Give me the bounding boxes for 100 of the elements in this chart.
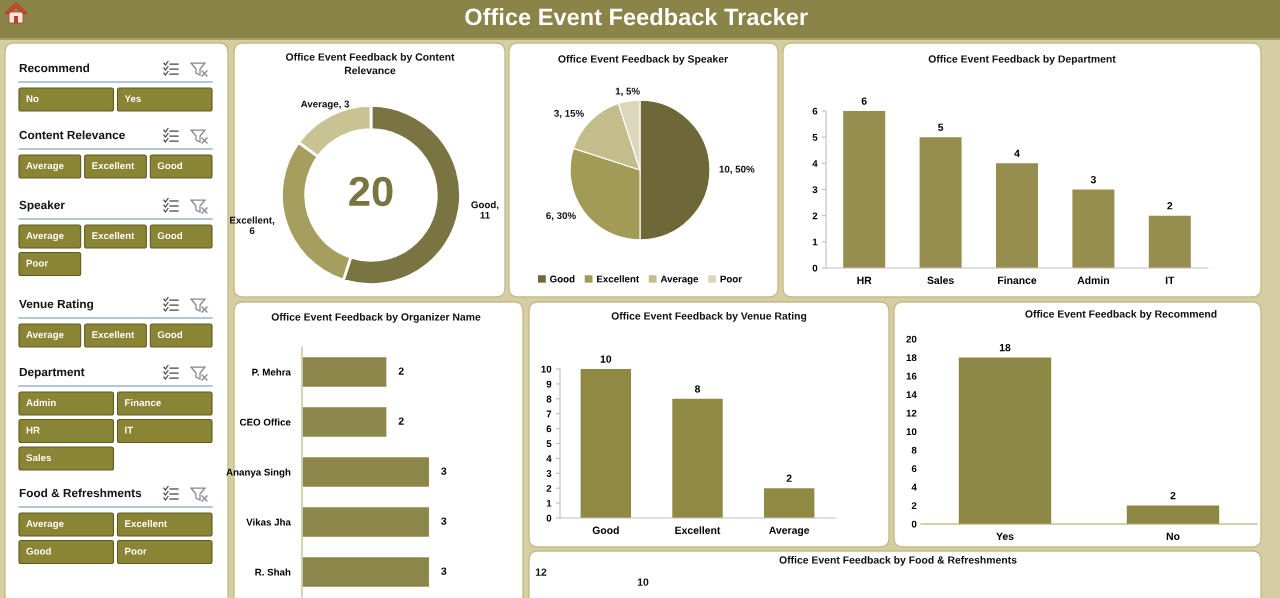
category-label: Average [26,232,64,242]
chart-title: Office Event Feedback by Recommend [1025,310,1217,320]
category-label: Average [26,331,64,341]
data-label: 3 [441,517,447,525]
chart-title: Office Event Feedback by Department [928,55,1116,65]
y-tick-label: 2 [911,502,917,510]
category-label: Excellent [92,330,135,339]
chart-title: Office Event Feedback by Content Relevance [285,53,455,75]
y-tick-label: 18 [906,354,917,362]
bar [580,369,632,518]
text: Speaker [19,200,65,212]
chart-title: Office Event Feedback by Venue Rating [611,312,807,322]
data-label: 3, 15% [554,109,584,119]
category-label: Excellent [92,161,135,170]
y-tick-label: 20 [906,335,917,343]
bar [1072,189,1115,268]
y-tick-label: 8 [546,395,552,403]
y-tick-label: Ananya Singh [226,468,291,478]
text: 20 [349,176,393,207]
bar [672,398,723,518]
y-tick-label: 16 [906,372,917,380]
y-tick-label: 0 [546,514,552,522]
data-label: 2 [786,474,792,482]
y-tick-label: CEO Office [239,418,291,426]
x-tick-label: Sales [927,276,954,284]
data-label: 18 [999,343,1011,352]
data-label: 6 [861,97,867,105]
x-tick-label: Average [769,526,810,537]
bar [995,163,1039,268]
data-label: 2 [398,417,404,425]
bar [763,488,815,518]
data-label: 5 [938,123,944,131]
text: 12 [535,568,547,576]
category-label: Excellent [125,519,168,528]
text: 10 [637,578,649,586]
chart-title: Office Event Feedback by Organizer Name [271,313,481,323]
category-label: Good [157,161,183,170]
data-label: 10 [600,355,612,363]
category-label: Admin [26,398,56,407]
x-tick-label: Good [592,526,619,534]
y-tick-label: Vikas Jha [246,518,291,526]
data-label: 2 [1167,202,1173,210]
bar [1148,215,1191,268]
data-label: 1, 5% [615,87,640,96]
category-label: Sales [26,453,52,462]
data-label: 2 [398,367,404,375]
y-tick-label: 4 [546,455,552,462]
x-tick-label: No [1166,532,1180,540]
legend-label: Poor [720,275,742,283]
y-tick-label: 7 [546,410,552,418]
y-tick-label: R. Shah [255,568,291,576]
data-label: Average, 3 [300,100,350,110]
data-label: 8 [694,385,701,393]
data-label: 4 [1014,149,1020,158]
category-label: HR [26,426,40,434]
text: Venue Rating [19,299,93,311]
y-tick-label: 10 [906,428,917,436]
category-label: Excellent [92,231,135,240]
data-label: 6, 30% [546,212,576,221]
x-tick-label: Yes [996,532,1014,540]
data-label: 2 [1170,491,1176,500]
category-label: No [26,95,39,103]
bar [919,137,962,268]
category-label: Good [157,330,183,339]
category-label: Finance [125,398,161,407]
data-label: 3 [441,567,447,575]
y-tick-label: 1 [546,499,552,507]
y-tick-label: 5 [546,440,552,448]
text: Recommend [19,63,90,73]
x-tick-label: HR [857,276,872,284]
x-tick-label: Excellent [675,526,721,534]
chart-title: Office Event Feedback by Speaker [558,55,728,65]
y-tick-label: 2 [546,484,552,492]
category-label: Good [157,231,183,240]
text: Office Event Feedback Tracker [465,8,808,26]
text: Department [19,367,85,379]
y-tick-label: 3 [546,470,552,477]
category-label: Average [26,162,64,172]
data-label: Good, 11 [471,201,499,219]
text: Food & Refreshments [19,488,142,498]
y-tick-label: 0 [812,264,818,272]
y-tick-label: 14 [906,391,917,399]
category-label: Poor [125,547,147,555]
category-label: Good [26,547,51,555]
y-tick-label: 12 [906,409,917,417]
y-tick-label: P. Mehra [252,368,291,376]
y-tick-label: 8 [911,446,917,454]
y-tick-label: 6 [812,107,818,115]
data-label: Excellent, 6 [230,216,275,235]
text: Content Relevance [19,130,125,140]
y-tick-label: 6 [546,425,552,433]
y-tick-label: 2 [812,212,818,220]
x-tick-label: Finance [998,276,1037,284]
y-tick-label: 4 [812,160,818,167]
data-label: 3 [441,467,447,475]
y-tick-label: 5 [812,134,818,141]
category-label: Poor [26,259,48,267]
x-tick-label: Admin [1077,276,1109,284]
bar [843,111,886,268]
y-tick-label: 4 [911,483,917,491]
